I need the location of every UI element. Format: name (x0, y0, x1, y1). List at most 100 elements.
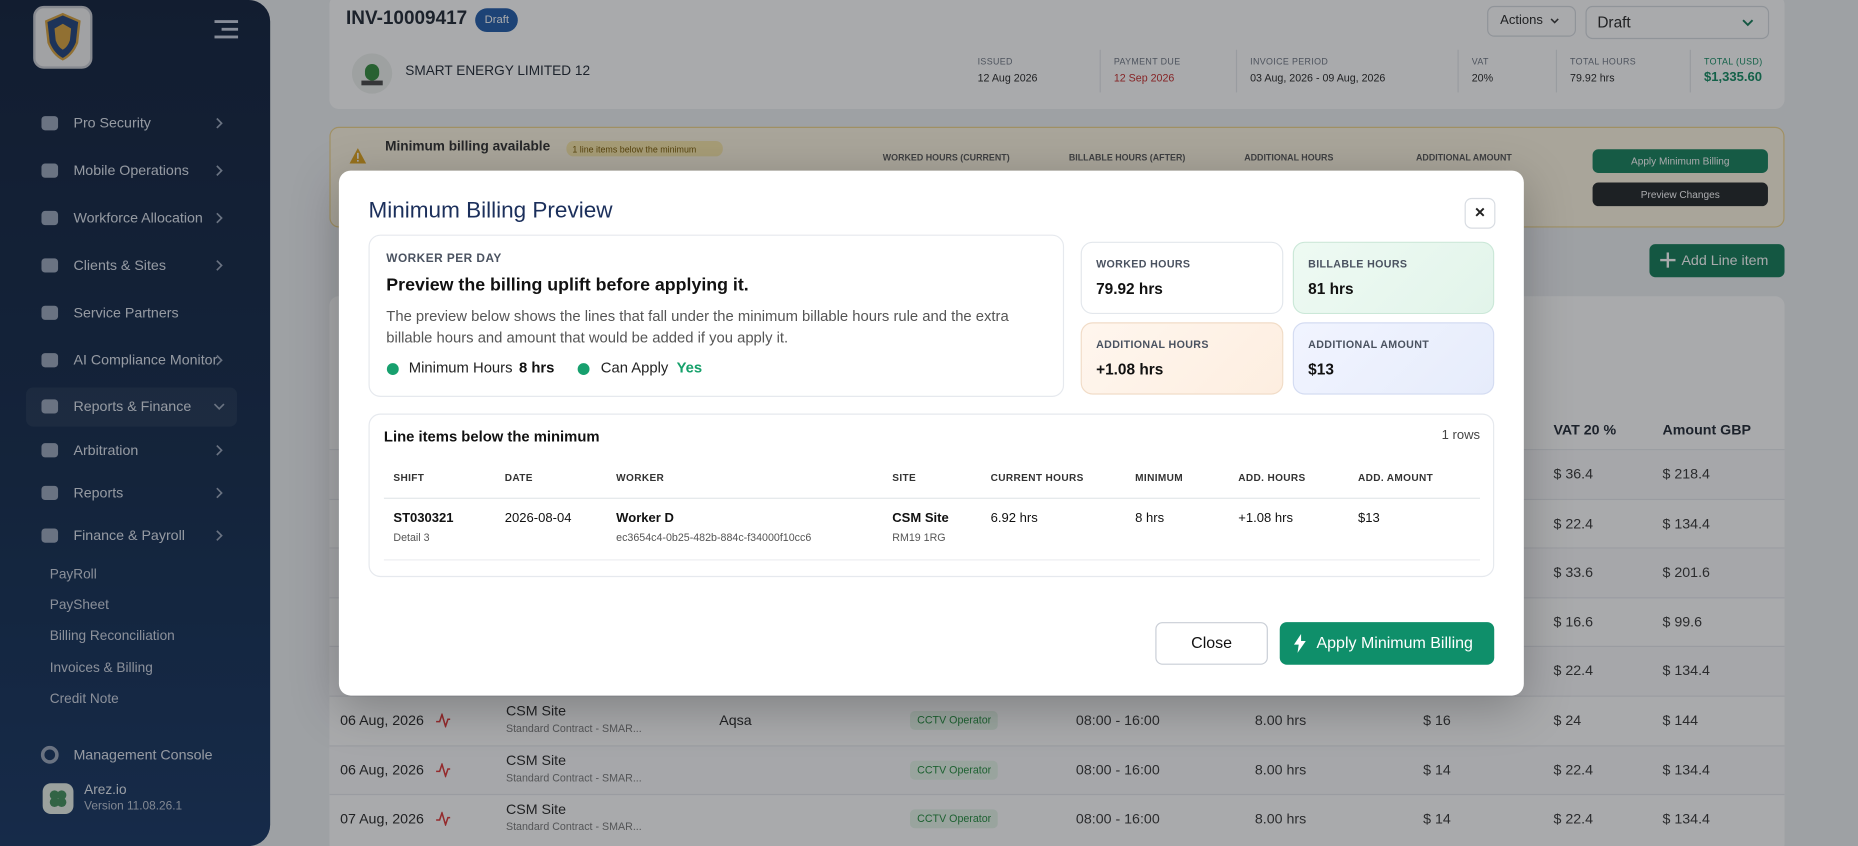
close-button[interactable] (1155, 622, 1268, 665)
nav-label: Pro Security (73, 114, 151, 132)
row-amount: $ 134.4 (1662, 810, 1710, 828)
meta-value: 20% (1471, 71, 1494, 84)
row-date: 06 Aug, 2026 (340, 711, 424, 729)
logo-shield (44, 12, 81, 61)
status-chevron (1742, 19, 1754, 27)
stat-value: 81 hrs (1308, 279, 1354, 298)
cell-current-hours: 6.92 hrs (990, 511, 1038, 526)
nav-active-bg (26, 387, 237, 427)
row-hours: 8.00 hrs (1254, 711, 1307, 729)
nav-label: Reports (73, 484, 124, 502)
actions-chevron (1550, 18, 1559, 24)
row-contract: Standard Contract - SMAR... (505, 722, 642, 735)
status-select-label: Draft (1597, 13, 1631, 32)
intro-description: The preview below shows the lines that f… (386, 308, 1009, 347)
row-activity-icon (436, 713, 451, 728)
row-role-badge (910, 760, 998, 780)
nav-label: Arbitration (73, 441, 139, 459)
nav-label: Reports & Finance (73, 397, 192, 415)
org-version: Version 11.08.26.1 (84, 799, 183, 813)
nav-chevron (216, 487, 223, 499)
cell-worker-id: ec3654c4-0b25-482b-884c-f34000f10cc6 (616, 531, 812, 544)
row-activity-icon (436, 811, 451, 827)
subnav-label: PayRoll (49, 567, 97, 582)
modal-close-icon-button[interactable] (1464, 197, 1496, 229)
row-vat: $ 24 (1553, 711, 1582, 729)
meta-value: 12 Sep 2026 (1113, 71, 1175, 84)
sidebar (0, 0, 271, 846)
row-site: CSM Site (505, 801, 567, 818)
add-line-icon (1660, 252, 1676, 268)
row-role: CCTV Operator (917, 714, 992, 726)
intro-eyebrow: WORKER PER DAY (386, 252, 502, 266)
cell-add-hours: +1.08 hrs (1238, 511, 1293, 526)
stat-value: $13 (1308, 360, 1334, 379)
row-contract: Standard Contract - SMAR... (505, 820, 642, 833)
nav-label: Mobile Operations (73, 162, 189, 179)
org-avatar (42, 783, 74, 815)
row-worker: Aqsa (719, 711, 752, 729)
meta-label: ISSUED (977, 56, 1013, 67)
nav-icon (41, 399, 59, 414)
apply-button[interactable] (1279, 622, 1495, 665)
console-icon (40, 745, 59, 764)
row-rate: $ 14 (1423, 810, 1451, 828)
line-items-header: ADD. HOURS (1238, 471, 1306, 484)
row-time: 08:00 - 16:00 (1075, 711, 1160, 729)
stat-card (1080, 322, 1284, 395)
meta-divider (1235, 49, 1238, 93)
row-activity-icon (436, 762, 451, 777)
add-line-label: Add Line item (1681, 252, 1769, 269)
console-label: Management Console (73, 746, 213, 763)
stat-card (1292, 241, 1495, 315)
apply-banner-button[interactable] (1592, 149, 1768, 174)
actions-button[interactable] (1487, 5, 1576, 37)
flag-value: Yes (676, 359, 703, 377)
stat-label: BILLABLE HOURS (1308, 257, 1408, 270)
status-badge (475, 8, 518, 32)
subnav-label: Invoices & Billing (49, 661, 153, 676)
nav-icon (41, 305, 59, 320)
banner-badge-label: 1 line items below the minimum (572, 143, 697, 155)
banner-column: ADDITIONAL HOURS (1244, 152, 1334, 163)
row-vat: $ 33.6 (1553, 564, 1594, 581)
row-date: 07 Aug, 2026 (340, 810, 424, 828)
stat-label: ADDITIONAL HOURS (1096, 338, 1209, 351)
line-items-header: WORKER (616, 471, 665, 484)
nav-label: Clients & Sites (73, 256, 166, 274)
nav-chevron (216, 165, 223, 176)
preview-button[interactable] (1592, 182, 1768, 207)
subnav-label: Credit Note (49, 692, 119, 707)
row-hours: 8.00 hrs (1254, 810, 1307, 828)
nav-icon (41, 163, 59, 178)
meta-label: PAYMENT DUE (1113, 56, 1181, 67)
flag-label: Minimum Hours (408, 359, 513, 377)
apply-button-label: Apply Minimum Billing (1316, 633, 1473, 652)
menu-toggle (214, 20, 239, 39)
nav-label: Service Partners (73, 304, 179, 321)
flag-label: Can Apply (600, 359, 669, 377)
flag-value: 8 hrs (519, 359, 555, 377)
status-select[interactable] (1585, 5, 1770, 40)
preview-label: Preview Changes (1640, 188, 1720, 201)
banner-column: ADDITIONAL AMOUNT (1416, 152, 1512, 163)
banner-badge (566, 141, 723, 157)
row-vat: $ 36.4 (1553, 465, 1594, 483)
client-icon-mark (361, 63, 383, 86)
meta-value: 03 Aug, 2026 - 09 Aug, 2026 (1250, 71, 1386, 84)
stat-card (1292, 322, 1495, 395)
row-amount: $ 134.4 (1662, 514, 1710, 532)
row-vat: $ 22.4 (1553, 662, 1594, 680)
table-row-divider (329, 744, 1785, 747)
meta-divider (1555, 49, 1558, 93)
nav-icon (41, 116, 59, 131)
row-vat: $ 16.6 (1553, 613, 1594, 630)
row-amount: $ 99.6 (1662, 613, 1703, 630)
nav-icon (41, 258, 59, 273)
line-items-header: ADD. AMOUNT (1357, 471, 1434, 484)
nav-chevron (216, 354, 223, 366)
row-amount: $ 144 (1662, 711, 1699, 729)
line-items-card (368, 413, 1495, 578)
nav-chevron (216, 117, 223, 129)
